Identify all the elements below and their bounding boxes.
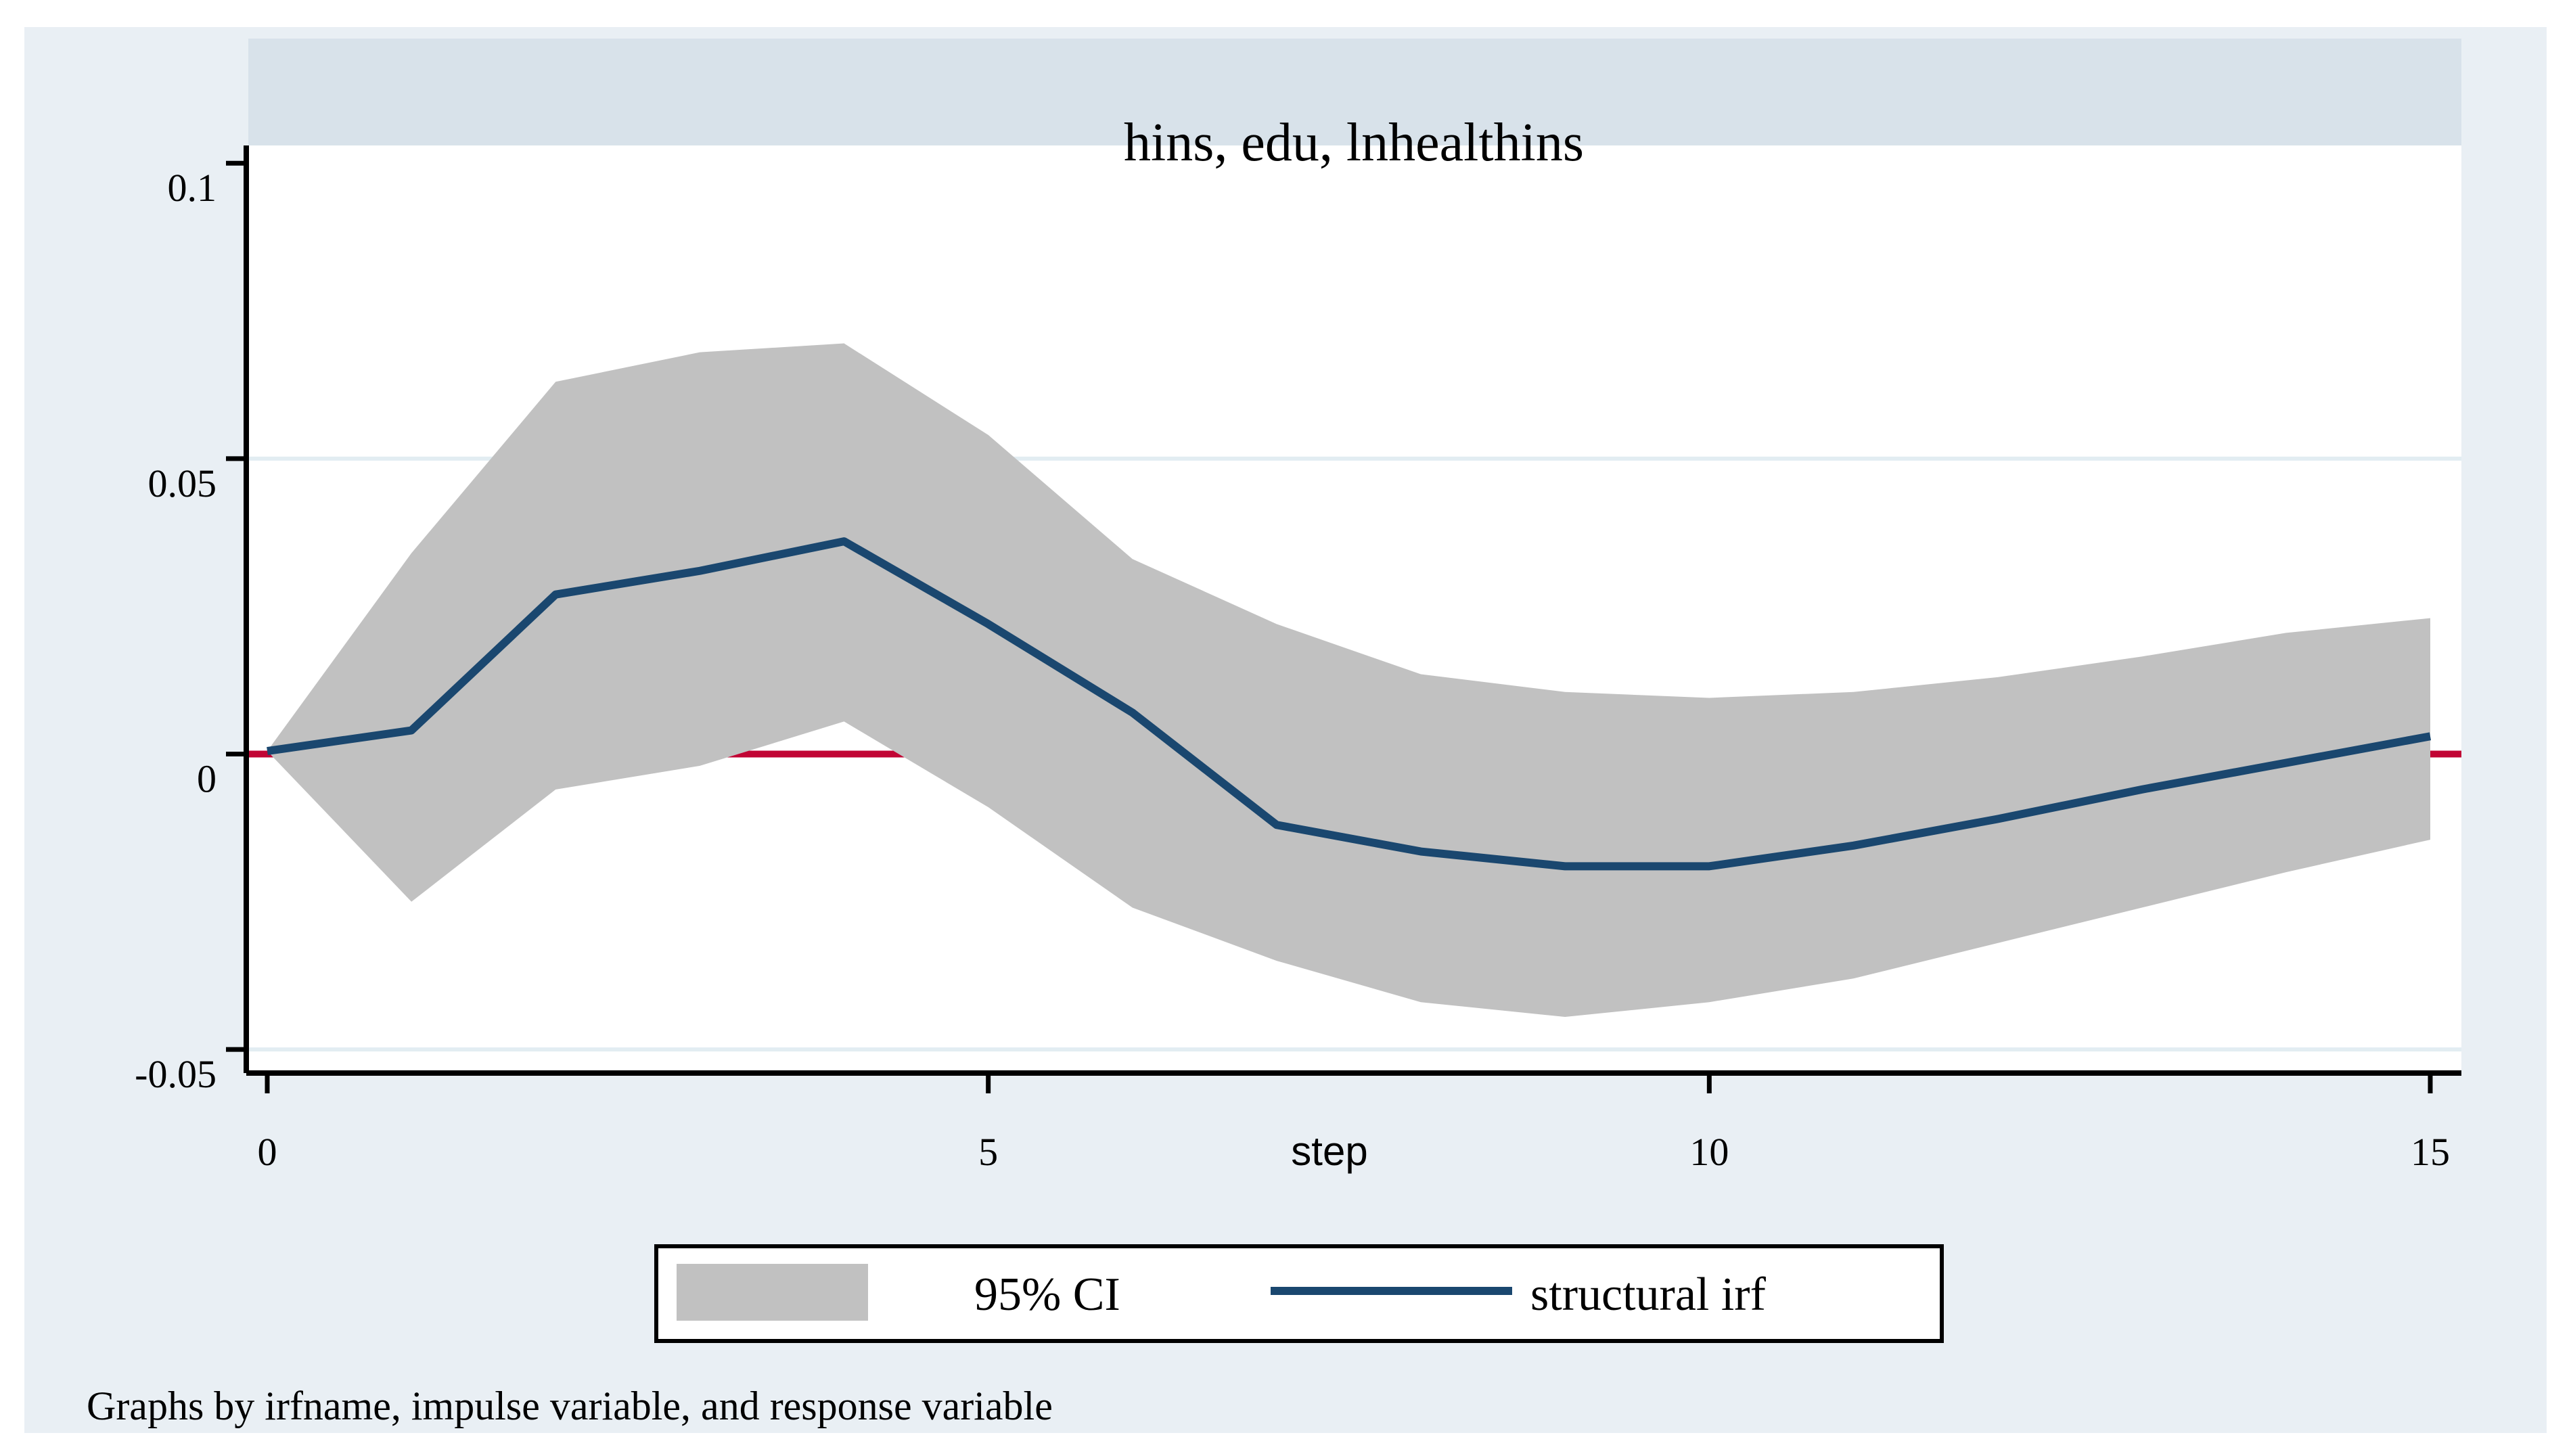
legend: 95% CI structural irf [654,1244,1944,1343]
y-tick-label-0.1: 0.1 [168,166,217,210]
ci-band-swatch-icon [677,1264,868,1321]
x-tick-label-10: 10 [1689,1130,1729,1174]
confidence-band [267,343,2430,1018]
y-tick-label-0: 0 [197,756,217,800]
legend-ci-label: 95% CI [974,1269,1120,1321]
irf-line [267,537,2432,871]
x-tick-label-0: 0 [258,1130,277,1174]
x-tick-label-15: 15 [2411,1130,2450,1174]
legend-irf-label: structural irf [1530,1269,1767,1321]
footer-note: Graphs by irfname, impulse variable, and… [87,1384,1053,1428]
y-tick-label--0.05: -0.05 [135,1052,217,1096]
axis-ticks-and-labels: 0.1 0.05 0 -0.05 0 5 10 15 [135,160,2450,1174]
x-tick-label-5: 5 [978,1130,998,1174]
title-strip [248,39,2461,145]
x-axis-title: step [1291,1129,1367,1174]
chart-title: hins, edu, lnhealthins [1124,113,1584,173]
y-tick-label-0.05: 0.05 [148,461,217,505]
